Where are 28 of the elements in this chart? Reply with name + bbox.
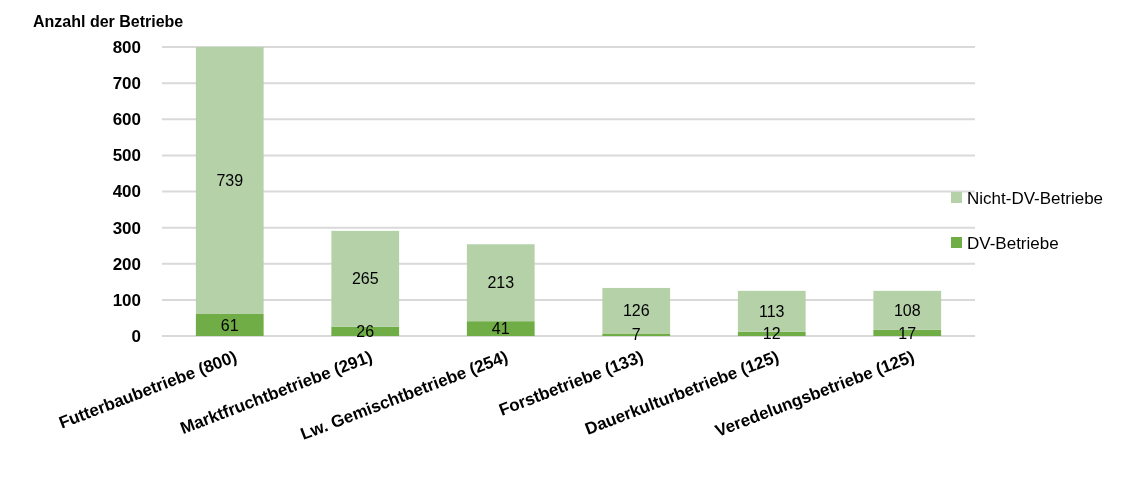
data-label: 126 xyxy=(622,302,650,320)
y-tick-label: 400 xyxy=(112,182,141,202)
y-tick-label: 500 xyxy=(112,146,141,166)
legend-label: DV-Betriebe xyxy=(967,233,1059,253)
data-label: 41 xyxy=(491,320,510,338)
bar xyxy=(331,230,400,327)
data-label: 26 xyxy=(356,322,375,340)
data-label: 213 xyxy=(487,274,515,292)
data-label: 265 xyxy=(351,270,379,288)
data-label: 12 xyxy=(762,325,781,343)
y-axis-title: Anzahl der Betriebe xyxy=(33,13,184,30)
y-tick-label: 200 xyxy=(112,254,141,274)
data-label: 7 xyxy=(631,326,641,344)
legend-label: Nicht-DV-Betriebe xyxy=(967,188,1104,208)
data-label: 108 xyxy=(893,301,921,319)
bar xyxy=(466,321,535,336)
bar xyxy=(195,47,264,314)
y-tick-label: 600 xyxy=(112,110,141,130)
y-tick-label: 0 xyxy=(131,326,141,346)
bar xyxy=(466,244,535,322)
y-tick-label: 300 xyxy=(112,218,141,238)
data-label: 113 xyxy=(758,302,785,320)
y-tick-label: 700 xyxy=(112,74,141,94)
bar xyxy=(195,313,264,336)
y-tick-label: 800 xyxy=(112,37,141,57)
y-tick-label: 100 xyxy=(112,290,141,310)
data-label: 739 xyxy=(216,172,244,190)
data-label: 61 xyxy=(220,316,239,334)
